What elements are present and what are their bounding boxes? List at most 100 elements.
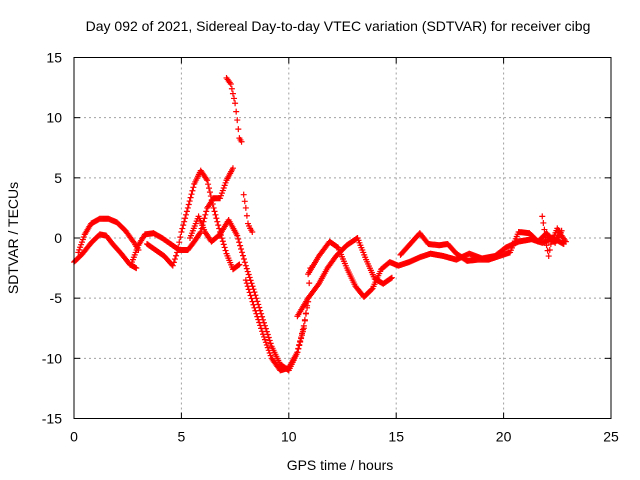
- data-point-marker: [295, 345, 302, 352]
- series-track-c: [128, 165, 236, 266]
- x-axis-label: GPS time / hours: [287, 457, 394, 473]
- data-point-marker: [244, 268, 251, 275]
- data-point-marker: [314, 282, 321, 289]
- data-point-marker: [542, 234, 549, 241]
- data-point-marker: [215, 222, 222, 229]
- data-point-marker: [209, 200, 216, 207]
- data-point-marker: [203, 175, 210, 182]
- data-point-marker: [267, 352, 274, 359]
- data-point-marker: [302, 310, 309, 317]
- data-point-marker: [212, 211, 219, 218]
- data-point-marker: [196, 230, 203, 237]
- data-point-marker: [242, 204, 249, 211]
- data-point-marker: [183, 208, 190, 215]
- data-point-marker: [298, 332, 305, 339]
- data-point-marker: [257, 322, 264, 329]
- data-point-marker: [262, 339, 269, 346]
- data-point-marker: [244, 283, 251, 290]
- x-tick-label: 10: [281, 429, 297, 445]
- data-point-marker: [206, 185, 213, 192]
- series-track-g: [294, 235, 395, 320]
- data-point-marker: [180, 222, 187, 229]
- x-tick-label: 0: [70, 429, 78, 445]
- y-tick-label: -10: [42, 350, 62, 366]
- data-point-marker: [263, 341, 270, 348]
- data-point-marker: [266, 337, 273, 344]
- data-point-marker: [177, 234, 184, 241]
- data-point-marker: [261, 336, 268, 343]
- data-point-marker: [214, 218, 221, 225]
- data-point-marker: [169, 262, 176, 269]
- y-tick-label: 5: [54, 170, 62, 186]
- data-point-marker: [231, 95, 238, 102]
- data-point-marker: [256, 319, 263, 326]
- data-point-marker: [240, 255, 247, 262]
- data-point-marker: [241, 198, 248, 205]
- data-point-marker: [176, 239, 183, 246]
- data-point-marker: [206, 189, 213, 196]
- data-point-marker: [245, 271, 252, 278]
- data-point-marker: [239, 249, 246, 256]
- data-point-marker: [190, 184, 197, 191]
- data-point-marker: [229, 165, 236, 172]
- data-point-marker: [221, 244, 228, 251]
- data-point-marker: [253, 310, 260, 317]
- x-tick-label: 20: [496, 429, 512, 445]
- data-point-marker: [235, 126, 242, 133]
- data-point-marker: [213, 215, 220, 222]
- data-point-marker: [245, 286, 252, 293]
- data-point-marker: [238, 245, 245, 252]
- data-point-marker: [258, 325, 265, 332]
- series-track-j: [223, 74, 245, 145]
- plot-frame: [73, 57, 612, 419]
- data-point-marker: [173, 252, 180, 259]
- data-point-marker: [243, 280, 250, 287]
- data-point-marker: [247, 292, 254, 299]
- data-point-marker: [255, 316, 262, 323]
- data-point-marker: [188, 191, 195, 198]
- data-point-marker: [178, 228, 185, 235]
- series-track-k: [240, 191, 256, 235]
- y-tick-label: 10: [46, 110, 62, 126]
- data-point-marker: [543, 242, 550, 249]
- data-point-marker: [254, 313, 261, 320]
- data-point-marker: [242, 277, 249, 284]
- data-point-marker: [186, 198, 193, 205]
- data-point-marker: [259, 328, 266, 335]
- data-point-marker: [249, 298, 256, 305]
- series-track-a: [71, 231, 140, 272]
- x-tick-label: 15: [388, 429, 404, 445]
- data-point-marker: [175, 244, 182, 251]
- data-point-marker: [238, 138, 245, 145]
- data-point-marker: [246, 289, 253, 296]
- data-point-marker: [239, 252, 246, 259]
- data-point-marker: [234, 117, 241, 124]
- data-point-marker: [250, 301, 257, 308]
- data-point-marker: [240, 191, 247, 198]
- data-point-marker: [130, 238, 137, 245]
- series-track-h: [305, 235, 567, 300]
- data-point-marker: [228, 85, 235, 92]
- data-point-marker: [133, 265, 140, 272]
- data-point-marker: [267, 340, 274, 347]
- data-point-marker: [227, 80, 234, 87]
- data-point-marker: [260, 333, 267, 340]
- data-point-marker: [229, 90, 236, 97]
- data-point-marker: [219, 238, 226, 245]
- data-point-marker: [299, 328, 306, 335]
- data-point-marker: [297, 339, 304, 346]
- y-tick-label: -15: [42, 411, 62, 427]
- data-point-marker: [235, 235, 242, 242]
- chart-title: Day 092 of 2021, Sidereal Day-to-day VTE…: [86, 18, 591, 34]
- data-point-marker: [306, 280, 313, 287]
- data-point-marker: [540, 219, 547, 226]
- data-point-marker: [220, 241, 227, 248]
- data-point-marker: [236, 261, 243, 268]
- data-point-marker: [260, 331, 267, 338]
- data-point-marker: [265, 347, 272, 354]
- data-point-marker: [174, 249, 181, 256]
- data-point-marker: [179, 225, 186, 232]
- data-point-marker: [264, 344, 271, 351]
- x-tick-label: 5: [178, 429, 186, 445]
- series-track-b: [75, 215, 142, 256]
